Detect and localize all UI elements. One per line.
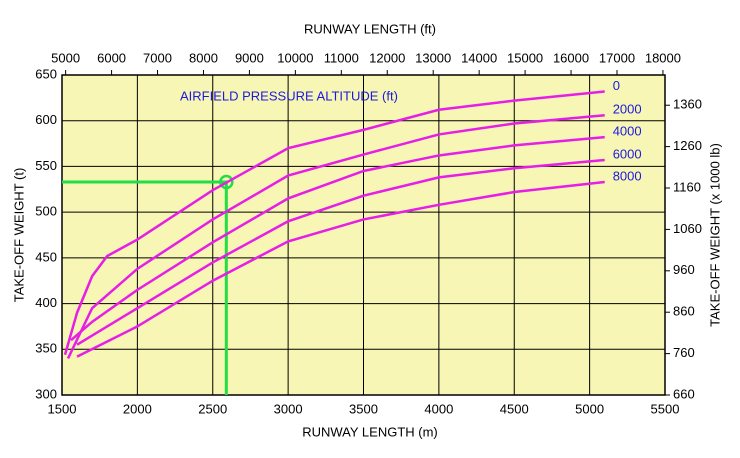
x2-tick-label: 5000 [51, 50, 80, 65]
x-tick-label: 5000 [575, 401, 604, 416]
y2-tick-label: 1260 [673, 138, 702, 153]
y2-tick-label: 960 [673, 262, 695, 277]
y-tick-label: 550 [35, 158, 57, 173]
x-tick-label: 4500 [500, 401, 529, 416]
x2-tick-label: 9000 [235, 50, 264, 65]
plot-frame [61, 74, 666, 396]
series-line [66, 113, 605, 359]
x2-tick-label: 12000 [369, 50, 405, 65]
x-tick-label: 4000 [424, 401, 453, 416]
y2-tick-label: 760 [673, 345, 695, 360]
y2-tick-label: 1360 [673, 97, 702, 112]
series-label: 0 [613, 78, 620, 93]
example-point [219, 174, 234, 190]
x2-tick-label: 18000 [645, 50, 681, 65]
series-line [76, 158, 605, 346]
x-tick-label: 5500 [651, 401, 680, 416]
series-label: 2000 [613, 102, 642, 117]
y2-tick-label: 860 [673, 304, 695, 319]
y2-tick-label: 1060 [673, 221, 702, 236]
legend-title: AIRFIELD PRESSURE ALTITUDE (ft) [180, 88, 398, 103]
series-line [70, 135, 605, 342]
series-label: 6000 [613, 146, 642, 161]
y-tick-label: 500 [35, 204, 57, 219]
series-line [76, 180, 605, 358]
x2-tick-label: 8000 [189, 50, 218, 65]
x-tick-label: 3500 [349, 401, 378, 416]
x-tick-label: 1500 [48, 401, 77, 416]
x2-axis-title: RUNWAY LENGTH (ft) [304, 21, 436, 36]
x2-tick-label: 13000 [415, 50, 451, 65]
y2-tick-label: 660 [673, 386, 695, 401]
x2-tick-label: 10000 [277, 50, 313, 65]
x2-tick-label: 17000 [599, 50, 635, 65]
y-axis-title: TAKE-OFF WEIGHT (t) [11, 168, 26, 303]
x2-tick-label: 6000 [97, 50, 126, 65]
series-label: 8000 [613, 168, 642, 183]
x2-tick-label: 16000 [553, 50, 589, 65]
series-line [63, 90, 605, 356]
x2-tick-label: 11000 [324, 50, 359, 65]
y-tick-label: 450 [35, 249, 57, 264]
y-tick-label: 400 [35, 295, 57, 310]
x2-tick-label: 14000 [461, 50, 497, 65]
x2-tick-label: 7000 [143, 50, 172, 65]
y-tick-label: 600 [35, 112, 57, 127]
y-tick-label: 350 [35, 341, 57, 356]
x2-tick-label: 15000 [507, 50, 543, 65]
series-label: 4000 [613, 124, 642, 139]
x-tick-label: 2500 [198, 401, 227, 416]
y2-axis-title: TAKE-OFF WEIGHT (x 1000 lb) [707, 143, 722, 327]
x-tick-label: 3000 [274, 401, 303, 416]
y2-tick-label: 1160 [673, 179, 701, 194]
x-axis-title: RUNWAY LENGTH (m) [302, 424, 438, 439]
y-tick-label: 650 [35, 66, 57, 81]
y-tick-label: 300 [35, 386, 57, 401]
x-tick-label: 2000 [123, 401, 152, 416]
